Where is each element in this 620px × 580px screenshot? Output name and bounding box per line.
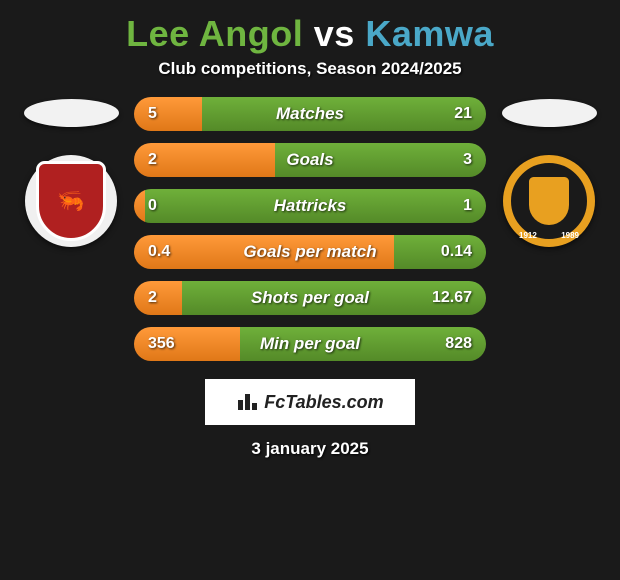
stat-segment-a (134, 189, 145, 223)
main-row: 🦐 521Matches23Goals01Hattricks0.40.14Goa… (10, 97, 610, 361)
shrimp-icon: 🦐 (36, 161, 106, 241)
stat-value-b: 21 (454, 97, 472, 131)
crest-year-left: 1912 (519, 231, 537, 240)
page-title: Lee Angol vs Kamwa (10, 13, 610, 55)
subtitle: Club competitions, Season 2024/2025 (10, 59, 610, 79)
stat-segment-b (202, 97, 486, 131)
stat-bar: 23Goals (134, 143, 486, 177)
stat-value-a: 0 (148, 189, 157, 223)
branding-badge: FcTables.com (205, 379, 415, 425)
stat-value-b: 828 (445, 327, 472, 361)
brand-part-b: Tables (285, 392, 341, 412)
player-b-name: Kamwa (365, 13, 494, 54)
stat-segment-a (134, 97, 202, 131)
stat-value-b: 0.14 (441, 235, 472, 269)
stat-value-a: 2 (148, 143, 157, 177)
stats-bars: 521Matches23Goals01Hattricks0.40.14Goals… (134, 97, 486, 361)
date-text: 3 january 2025 (10, 439, 610, 459)
shield-icon: 1912 1989 (503, 155, 595, 247)
player-b-flag (502, 99, 597, 127)
crest-year-right: 1989 (561, 231, 579, 240)
comparison-card: Lee Angol vs Kamwa Club competitions, Se… (0, 0, 620, 464)
vs-text: vs (314, 13, 355, 54)
stat-value-b: 1 (463, 189, 472, 223)
stat-bar: 01Hattricks (134, 189, 486, 223)
stat-bar: 521Matches (134, 97, 486, 131)
player-b-column: 1912 1989 (494, 97, 604, 247)
stat-segment-b (275, 143, 486, 177)
stat-bar: 356828Min per goal (134, 327, 486, 361)
stat-value-a: 0.4 (148, 235, 170, 269)
stat-bar: 212.67Shots per goal (134, 281, 486, 315)
stat-value-a: 356 (148, 327, 175, 361)
player-a-flag (24, 99, 119, 127)
player-a-crest: 🦐 (25, 155, 117, 247)
stat-segment-a (134, 235, 394, 269)
bar-chart-icon (236, 394, 258, 410)
brand-part-a: Fc (264, 392, 285, 412)
stat-value-b: 3 (463, 143, 472, 177)
stat-value-a: 5 (148, 97, 157, 131)
player-b-crest: 1912 1989 (503, 155, 595, 247)
stat-value-b: 12.67 (432, 281, 472, 315)
stat-value-a: 2 (148, 281, 157, 315)
stat-segment-a (134, 281, 182, 315)
player-a-column: 🦐 (16, 97, 126, 247)
stat-bar: 0.40.14Goals per match (134, 235, 486, 269)
brand-part-c: .com (342, 392, 384, 412)
player-a-name: Lee Angol (126, 13, 303, 54)
stat-segment-b (145, 189, 486, 223)
